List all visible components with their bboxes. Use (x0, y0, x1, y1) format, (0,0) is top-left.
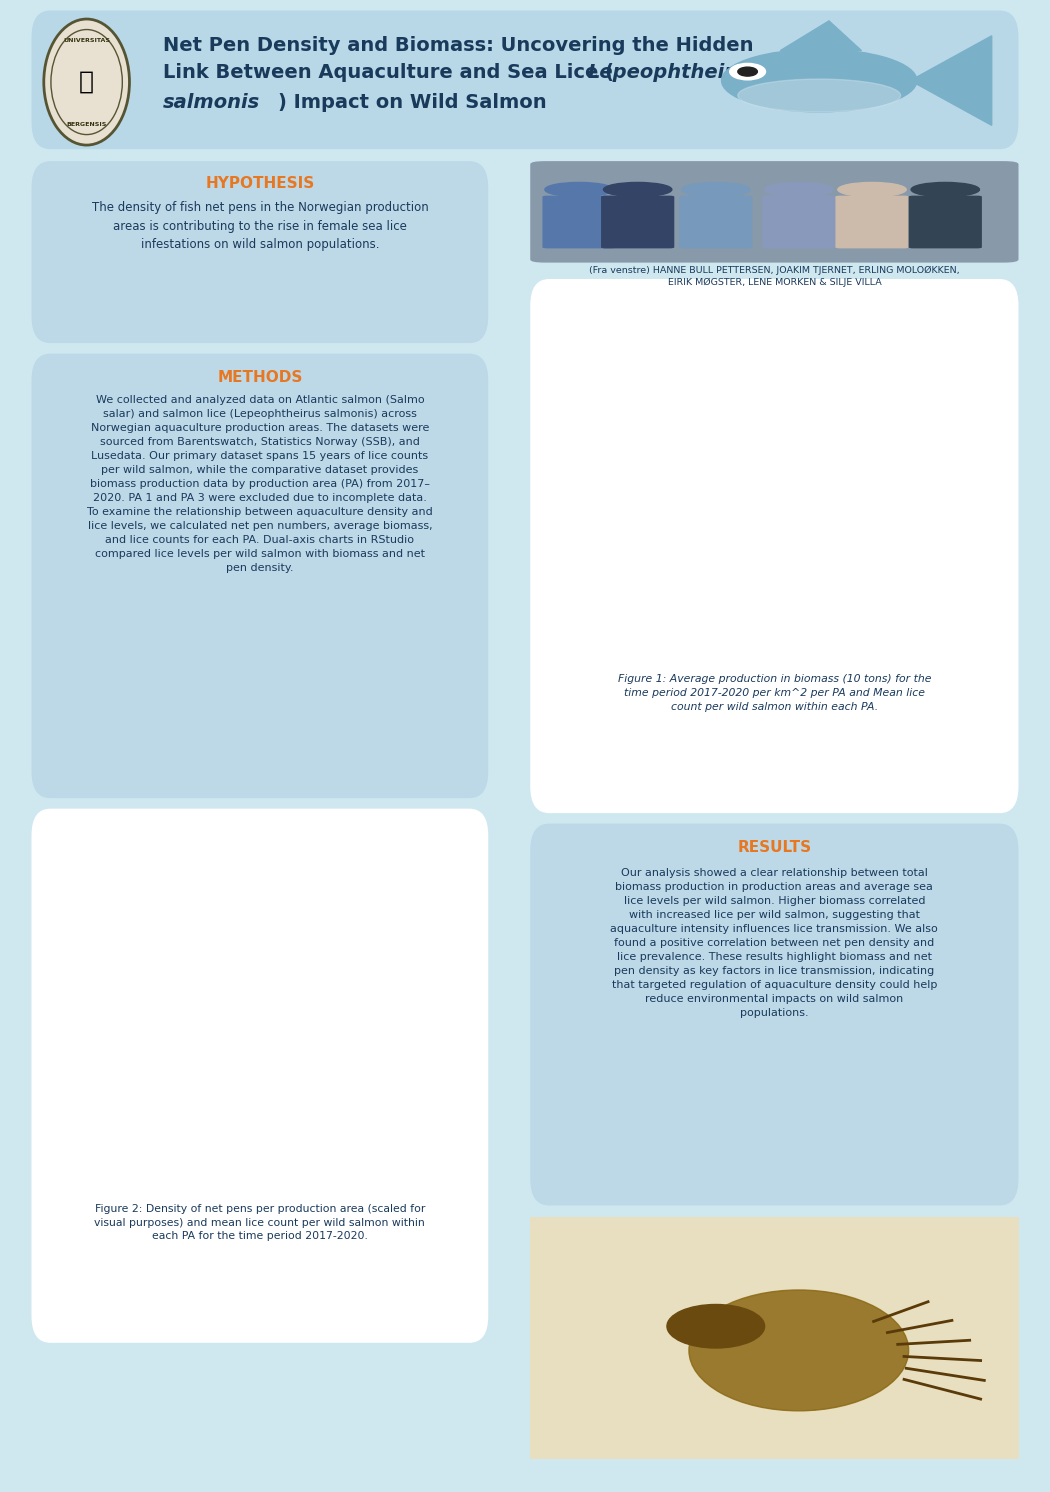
Circle shape (604, 182, 672, 197)
Y-axis label: Mean Lice Count: Mean Lice Count (471, 997, 482, 1077)
Bar (794, 586, 815, 664)
Text: salmonis: salmonis (163, 93, 260, 112)
FancyBboxPatch shape (908, 195, 982, 248)
Circle shape (730, 63, 765, 79)
Bar (248, 1131, 267, 1194)
Text: ) Impact on Wild Salmon: ) Impact on Wild Salmon (278, 93, 547, 112)
FancyBboxPatch shape (525, 1214, 1024, 1462)
Bar (400, 1162, 420, 1194)
Bar (187, 991, 206, 1194)
Ellipse shape (721, 49, 917, 112)
Text: Lepeophtheirus: Lepeophtheirus (588, 63, 760, 82)
FancyBboxPatch shape (679, 195, 753, 248)
Text: The density of fish net pens in the Norwegian production
areas is contributing t: The density of fish net pens in the Norw… (91, 201, 428, 252)
Ellipse shape (738, 79, 901, 112)
FancyBboxPatch shape (762, 195, 836, 248)
Bar (94, 880, 114, 1194)
Bar (632, 439, 653, 664)
Text: RESULTS: RESULTS (737, 840, 812, 855)
Bar (697, 501, 718, 664)
Bar (339, 1116, 359, 1194)
Title: Density of netpens per (PA) and Mean Lice Count per PA 2017-2020: Density of netpens per (PA) and Mean Lic… (81, 865, 434, 876)
Circle shape (545, 182, 613, 197)
Bar (761, 616, 782, 664)
X-axis label: Production Area: Production Area (730, 689, 814, 700)
FancyBboxPatch shape (601, 195, 674, 248)
Circle shape (44, 19, 129, 145)
Text: 🦉: 🦉 (79, 70, 94, 94)
Polygon shape (910, 36, 991, 125)
Text: Net Pen Density and Biomass: Uncovering the Hidden: Net Pen Density and Biomass: Uncovering … (163, 36, 753, 55)
Text: HYPOTHESIS: HYPOTHESIS (205, 176, 315, 191)
FancyBboxPatch shape (543, 195, 615, 248)
Bar (825, 476, 846, 664)
Text: Figure 1: Average production in biomass (10 tons) for the
time period 2017-2020 : Figure 1: Average production in biomass … (617, 674, 931, 712)
Text: Link Between Aquaculture and Sea Lice (: Link Between Aquaculture and Sea Lice ( (163, 63, 614, 82)
Legend: Mean Lice Count, Density of net pens per (PA): Mean Lice Count, Density of net pens per… (282, 885, 432, 913)
FancyBboxPatch shape (530, 161, 1018, 263)
Text: Our analysis showed a clear relationship between total
biomass production in pro: Our analysis showed a clear relationship… (610, 868, 939, 1019)
Text: UNIVERSITAS: UNIVERSITAS (63, 37, 110, 43)
Text: (Fra venstre) HANNE BULL PETTERSEN, JOAKIM TJERNET, ERLING MOLOØKKEN,
EIRIK MØGS: (Fra venstre) HANNE BULL PETTERSEN, JOAK… (589, 266, 960, 286)
Bar (155, 1021, 175, 1194)
Bar (890, 630, 911, 664)
Circle shape (738, 67, 757, 76)
Text: BERGENSIS: BERGENSIS (66, 121, 107, 127)
Bar (217, 1021, 236, 1194)
Circle shape (764, 182, 833, 197)
Circle shape (911, 182, 980, 197)
Bar (278, 1092, 297, 1194)
Bar (309, 991, 328, 1194)
Circle shape (838, 182, 906, 197)
Text: Figure 2: Density of net pens per production area (scaled for
visual purposes) a: Figure 2: Density of net pens per produc… (94, 1204, 425, 1241)
Circle shape (681, 182, 750, 197)
Bar (858, 558, 879, 664)
Text: METHODS: METHODS (217, 370, 302, 385)
Legend: Mean Lice Count, Biomass per 10 tons km² (PA): Mean Lice Count, Biomass per 10 tons km²… (802, 355, 957, 383)
FancyBboxPatch shape (836, 195, 908, 248)
Ellipse shape (667, 1304, 764, 1347)
Bar (600, 351, 621, 664)
Bar (923, 639, 944, 664)
X-axis label: Production Area: Production Area (215, 1219, 299, 1229)
Y-axis label: Density of net pens per production area (scaled): Density of net pens per production area … (37, 918, 47, 1156)
Title: Biomass per 10 tons per km² and Mean Lice Count per PA 2017-2020: Biomass per 10 tons per km² and Mean Lic… (591, 336, 952, 346)
Polygon shape (780, 21, 861, 51)
Bar (729, 519, 750, 664)
Ellipse shape (689, 1291, 908, 1411)
Text: We collected and analyzed data on Atlantic salmon (Salmo
salar) and salmon lice : We collected and analyzed data on Atlant… (87, 395, 433, 573)
Y-axis label: Mean Lice Count: Mean Lice Count (996, 467, 1007, 548)
Y-axis label: Biomass (10 tons per km²): Biomass (10 tons per km²) (541, 442, 551, 573)
Bar (665, 507, 686, 664)
Bar (370, 1152, 390, 1194)
Bar (125, 958, 145, 1194)
